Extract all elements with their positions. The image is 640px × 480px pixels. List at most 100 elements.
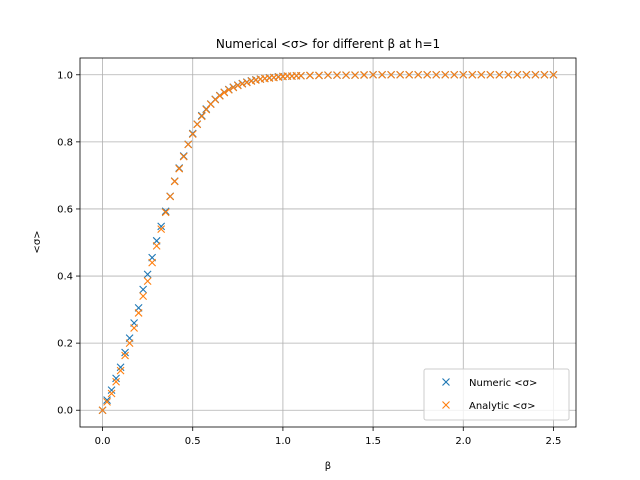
data-point	[486, 70, 495, 79]
data-point	[116, 366, 125, 375]
data-point	[179, 152, 188, 161]
x-tick-label: 1.0	[275, 436, 291, 447]
chart-title: Numerical <σ> for different β at h=1	[216, 37, 440, 51]
data-point	[251, 76, 260, 85]
x-tick-label: 2.5	[546, 436, 562, 447]
data-point	[315, 71, 323, 80]
data-point	[107, 386, 116, 394]
plot-frame	[79, 57, 577, 428]
legend-marker-x	[442, 401, 450, 409]
data-point	[139, 292, 148, 301]
y-tick-label: 1.0	[57, 70, 73, 81]
data-point	[202, 105, 211, 114]
data-point	[170, 177, 179, 186]
data-point	[157, 222, 166, 231]
data-point	[504, 70, 513, 79]
data-point	[333, 71, 341, 79]
data-point	[98, 406, 107, 415]
data-point	[215, 92, 224, 100]
legend: Numeric <σ> Analytic <σ>	[423, 368, 570, 421]
data-point	[184, 140, 193, 149]
data-point	[229, 83, 238, 92]
data-point	[238, 79, 247, 88]
data-point	[423, 70, 432, 79]
data-point	[152, 241, 161, 250]
data-point	[103, 397, 111, 406]
data-point	[351, 71, 359, 79]
data-point	[522, 70, 531, 79]
data-point	[157, 225, 166, 233]
data-point	[121, 348, 129, 357]
data-point	[121, 351, 129, 360]
data-point	[134, 309, 143, 317]
x-axis-label: β	[325, 461, 331, 472]
data-point	[540, 70, 549, 79]
data-point	[549, 70, 558, 79]
data-point	[459, 70, 468, 79]
data-point	[107, 389, 116, 398]
data-point	[148, 258, 157, 267]
data-point	[450, 70, 459, 79]
legend-marker-x	[442, 378, 450, 386]
data-point	[161, 207, 170, 216]
data-point	[531, 70, 540, 79]
legend-marker-analytic	[442, 401, 450, 409]
data-point	[116, 363, 125, 372]
data-point	[211, 95, 220, 104]
y-tick-label: 0.6	[57, 204, 73, 215]
data-point	[143, 270, 152, 279]
x-tick-label: 0.5	[185, 436, 201, 447]
grid-lines	[80, 58, 576, 427]
x-tick-label: 2.0	[455, 436, 471, 447]
y-tick-label: 0.8	[57, 137, 73, 148]
data-point	[513, 70, 522, 79]
data-point	[112, 374, 120, 383]
data-point	[369, 70, 377, 79]
data-point	[193, 120, 202, 129]
data-point	[161, 208, 170, 217]
y-axis-label: <σ>	[32, 230, 43, 253]
data-point	[297, 71, 305, 80]
data-point	[220, 88, 229, 97]
data-point	[342, 71, 350, 79]
data-point	[477, 70, 486, 79]
data-point	[247, 77, 256, 86]
data-point	[378, 70, 386, 79]
data-point	[224, 85, 233, 94]
x-axis-ticks: 0.0 0.5 1.0 1.5 2.0 2.5	[95, 427, 562, 447]
data-point	[306, 71, 314, 80]
data-point	[175, 164, 184, 173]
data-point	[130, 324, 138, 332]
data-point	[468, 70, 477, 79]
data-point	[188, 130, 197, 139]
legend-box	[423, 368, 570, 421]
y-tick-label: 0.2	[57, 339, 73, 350]
data-point	[405, 70, 414, 79]
legend-marker-numeric	[442, 378, 450, 386]
x-tick-label: 1.5	[365, 436, 381, 447]
data-point	[495, 70, 504, 79]
data-point	[143, 277, 152, 285]
data-point	[324, 71, 332, 79]
data-point	[360, 71, 368, 79]
y-axis-ticks: 0.0 0.2 0.4 0.6 0.8 1.0	[57, 70, 80, 417]
data-point	[432, 70, 441, 79]
data-point	[125, 339, 134, 348]
data-point	[441, 70, 450, 79]
data-point	[103, 396, 111, 405]
legend-label-numeric: Numeric <σ>	[469, 378, 537, 389]
y-tick-label: 0.4	[57, 272, 73, 283]
data-point	[387, 70, 396, 79]
data-point	[112, 377, 120, 386]
data-point	[197, 112, 206, 121]
data-point	[242, 78, 251, 87]
series-analytic	[98, 70, 558, 415]
data-point	[166, 192, 175, 201]
data-point	[139, 285, 148, 294]
y-tick-label: 0.0	[57, 406, 73, 417]
x-tick-label: 0.0	[95, 436, 111, 447]
data-point	[414, 70, 423, 79]
legend-label-analytic: Analytic <σ>	[469, 401, 535, 412]
plot-points	[98, 70, 558, 415]
